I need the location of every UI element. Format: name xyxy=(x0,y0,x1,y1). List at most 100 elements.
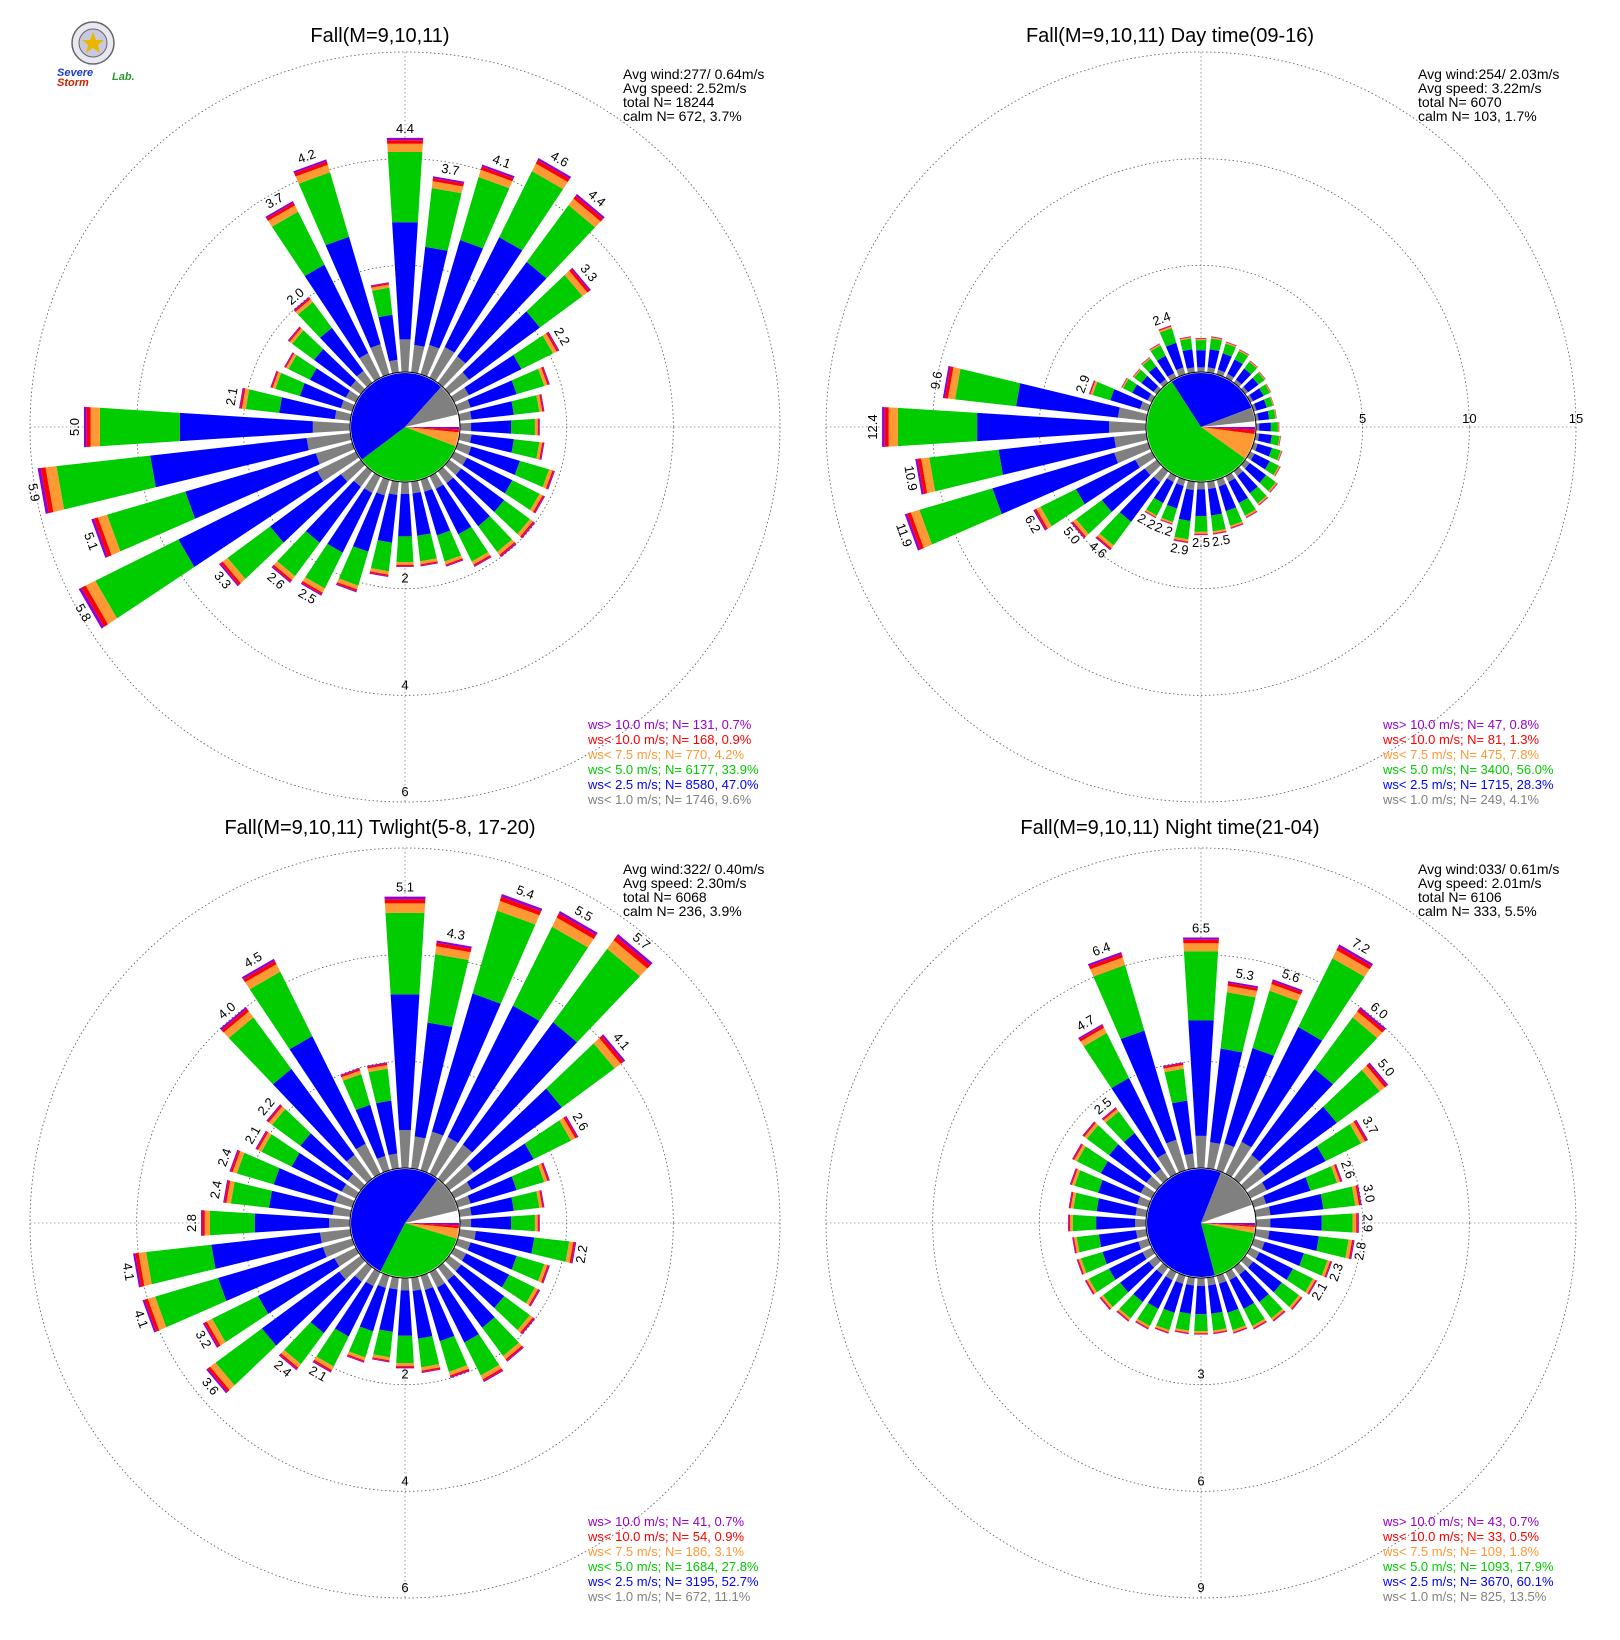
bar-segment xyxy=(304,264,369,359)
bar-segment xyxy=(1270,396,1275,406)
bar-segment xyxy=(1261,1241,1304,1266)
bar-segment xyxy=(511,1255,545,1282)
bar-segment xyxy=(400,1277,410,1291)
bar-segment xyxy=(1133,1269,1163,1303)
direction-bar xyxy=(1095,466,1169,551)
bar-segment xyxy=(1229,1276,1255,1309)
bar-segment xyxy=(506,1346,524,1362)
direction-bar xyxy=(293,159,390,377)
bar-segment xyxy=(1160,517,1174,524)
bar-segment xyxy=(398,493,412,537)
bar-segment xyxy=(227,526,284,580)
bar-segment xyxy=(1212,530,1227,535)
bar-segment xyxy=(1239,349,1250,355)
bar-segment xyxy=(534,496,546,514)
bar-segment xyxy=(1207,487,1222,516)
direction-bar xyxy=(429,1268,504,1383)
bar-segment xyxy=(368,1068,392,1104)
bar-segment xyxy=(1246,511,1258,519)
bar-total-label: 12.4 xyxy=(865,414,880,439)
bar-segment xyxy=(387,151,423,223)
bar-segment xyxy=(1265,461,1280,476)
bar-segment xyxy=(396,566,414,568)
bar-segment xyxy=(1195,1135,1207,1169)
bar-segment xyxy=(287,326,301,342)
bar-segment xyxy=(1069,1214,1073,1232)
bar-segment xyxy=(1210,513,1226,532)
bar-segment xyxy=(266,1104,282,1122)
bar-segment xyxy=(378,314,398,362)
bar-segment xyxy=(135,1252,145,1287)
bar-segment xyxy=(1093,965,1145,1040)
bar-segment xyxy=(1137,1302,1159,1327)
bar-segment xyxy=(533,495,545,513)
lab-logo: Severe Storm Lab. xyxy=(57,21,135,89)
bar-segment xyxy=(93,517,112,557)
direction-bar xyxy=(336,477,390,593)
bar-segment xyxy=(354,1262,373,1282)
bar-segment xyxy=(1016,383,1120,418)
bar-segment xyxy=(348,1326,374,1358)
stat-line: Avg speed: 3.22m/s xyxy=(1418,80,1541,96)
bar-segment xyxy=(450,387,469,403)
bar-segment xyxy=(1255,1252,1294,1280)
bar-segment xyxy=(1345,1239,1353,1259)
direction-bar xyxy=(1144,472,1177,519)
bar-segment xyxy=(480,1364,502,1380)
bar-segment xyxy=(1175,1273,1186,1284)
pie-slice xyxy=(405,386,458,427)
bar-segment xyxy=(1158,326,1172,333)
bar-segment xyxy=(429,472,444,489)
direction-bar xyxy=(396,481,414,568)
pie-slice xyxy=(351,373,442,460)
bar-segment xyxy=(1233,379,1242,388)
bar-segment xyxy=(345,390,360,403)
bar-segment xyxy=(1134,369,1148,384)
direction-bar xyxy=(1255,1213,1359,1233)
bar-segment xyxy=(1277,422,1279,432)
bar-segment xyxy=(202,1322,219,1348)
bar-segment xyxy=(474,1230,535,1254)
bar-segment xyxy=(1176,477,1186,487)
bar-segment xyxy=(564,270,588,297)
bar-segment xyxy=(511,368,545,395)
bar-segment xyxy=(1213,1330,1228,1334)
bar-segment xyxy=(271,566,291,583)
bar-segment xyxy=(389,1276,399,1290)
bar-segment xyxy=(1194,515,1208,532)
direction-bar xyxy=(444,1255,536,1335)
bar-segment xyxy=(1179,337,1192,341)
bar-segment xyxy=(138,1252,152,1287)
direction-bar xyxy=(239,387,352,421)
direction-bar xyxy=(1082,1121,1162,1191)
grid-ring xyxy=(136,158,674,696)
direction-bar xyxy=(219,459,366,587)
bar-segment xyxy=(206,1368,228,1394)
bar-segment xyxy=(1233,466,1244,477)
bar-segment xyxy=(386,140,424,144)
bar-segment xyxy=(355,1104,386,1159)
direction-bar xyxy=(1251,1238,1333,1278)
bar-segment xyxy=(1259,422,1271,432)
bar-segment xyxy=(271,371,279,388)
bar-segment xyxy=(306,433,352,451)
bar-segment xyxy=(563,1116,578,1139)
bar-segment xyxy=(538,418,540,436)
bar-total-label: 6.4 xyxy=(1090,939,1112,959)
bar-segment xyxy=(1353,1120,1367,1142)
bar-segment xyxy=(538,1214,540,1232)
bar-segment xyxy=(1141,357,1151,366)
stat-line: Avg wind:277/ 0.64m/s xyxy=(623,66,764,82)
bar-segment xyxy=(1120,1261,1154,1293)
direction-bar xyxy=(1225,944,1374,1178)
bar-segment xyxy=(1227,982,1258,991)
bar-segment xyxy=(399,339,411,373)
direction-bar xyxy=(444,1034,626,1191)
bar-segment xyxy=(536,1190,543,1208)
bar-segment xyxy=(1159,379,1169,388)
bar-segment xyxy=(297,302,332,338)
bar-segment xyxy=(1174,518,1191,540)
bar-segment xyxy=(1245,509,1257,518)
bar-segment xyxy=(542,1265,550,1284)
